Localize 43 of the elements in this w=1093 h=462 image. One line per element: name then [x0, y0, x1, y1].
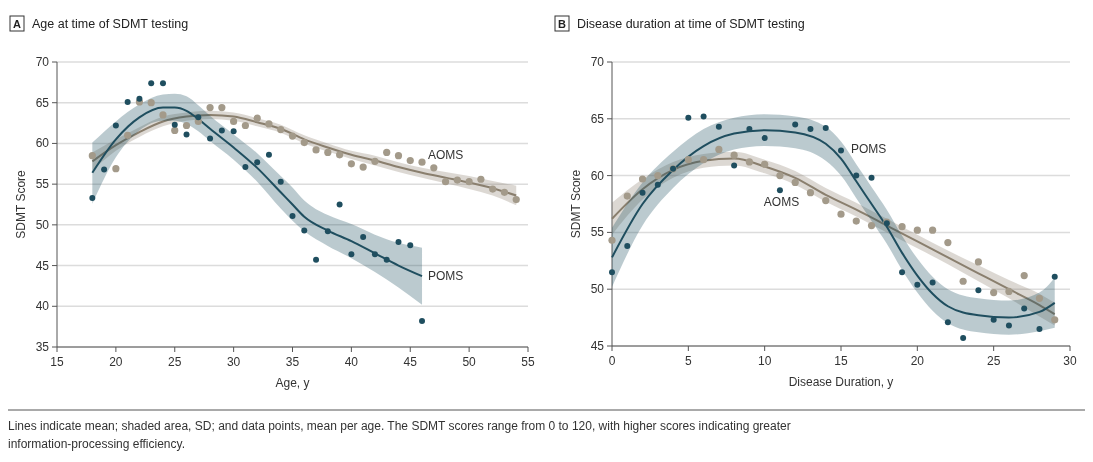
x-tick-label: 55 [521, 355, 535, 369]
x-tick-label: 15 [50, 355, 64, 369]
y-tick-label: 65 [590, 111, 605, 126]
x-tick-label: 20 [910, 354, 925, 368]
series-label: POMS [428, 269, 464, 284]
y-axis-title: SDMT Score [569, 169, 583, 239]
x-tick-label: 25 [986, 354, 1001, 368]
y-tick-label: 70 [590, 55, 605, 69]
y-tick-label: 45 [590, 339, 605, 353]
y-axis-title: SDMT Score [14, 169, 28, 239]
x-axis-title: Age, y [275, 376, 310, 390]
x-tick-label: 25 [168, 355, 182, 369]
y-tick-label: 45 [35, 258, 50, 273]
x-tick-label: 40 [344, 355, 359, 369]
x-tick-label: 15 [834, 354, 848, 368]
x-tick-label: 0 [608, 354, 616, 368]
y-tick-label: 40 [35, 299, 50, 314]
y-tick-label: 55 [35, 177, 50, 192]
y-tick-label: 60 [35, 136, 50, 151]
x-tick-label: 45 [403, 355, 418, 369]
y-tick-label: 70 [35, 55, 50, 69]
chart-title: Disease duration at time of SDMT testing [577, 17, 805, 31]
x-tick-label: 50 [462, 355, 477, 369]
text: A [13, 18, 22, 30]
y-tick-label: 65 [35, 95, 50, 110]
x-axis-title: Disease Duration, y [788, 375, 894, 389]
x-tick-label: 30 [226, 355, 241, 369]
series-label: AOMS [428, 147, 464, 162]
x-tick-label: 5 [684, 354, 692, 368]
y-tick-label: 55 [590, 225, 605, 240]
y-tick-label: 60 [590, 168, 605, 183]
chart-title: Age at time of SDMT testing [32, 17, 189, 31]
series-label: AOMS [763, 194, 800, 209]
x-tick-label: 35 [285, 355, 300, 369]
y-tick-label: 35 [35, 340, 50, 354]
series-label: POMS [851, 141, 887, 156]
text: B [558, 18, 567, 30]
y-tick-label: 50 [590, 282, 605, 297]
x-tick-label: 10 [757, 354, 772, 368]
x-tick-label: 30 [1063, 354, 1077, 368]
x-tick-label: 20 [109, 355, 123, 369]
y-tick-label: 50 [35, 217, 50, 232]
text: Lines indicate mean; shaded area, SD; and data points, mean per age. The SDMT scores range from 0 to 120, with higher scores indicating greater information-processing efficiency. [8, 419, 791, 451]
